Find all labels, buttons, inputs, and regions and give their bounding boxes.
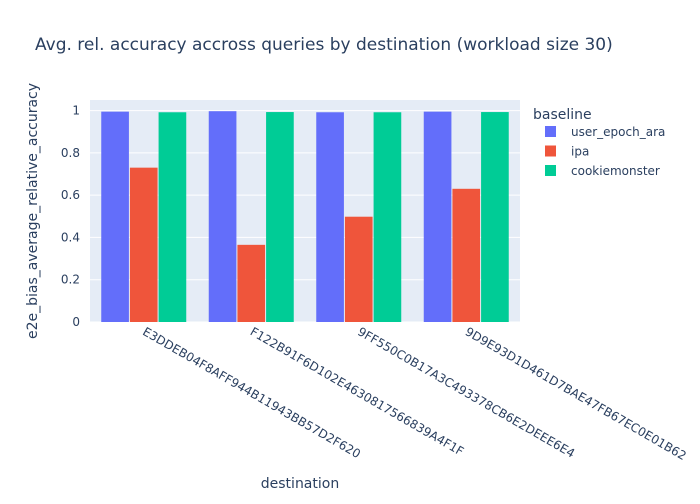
y-axis-ticks: 0 0.2 0.4 0.6 0.8 1 [61,104,80,329]
x-tick-label: E3DDEB04F8AFF944B11943BB57D2F620 [140,324,363,461]
legend-label: user_epoch_ara [571,125,665,139]
x-tick-label: 9D9E93D1D461D7BAE47FB67EC0E01B62 [463,324,689,463]
y-tick-label: 0.8 [61,146,80,160]
legend-item-ipa[interactable]: ipa [545,145,589,159]
y-tick-label: 0.6 [61,188,80,202]
bar-user_epoch_ara-1 [101,111,129,322]
legend-label: ipa [571,145,589,159]
chart-title: Avg. rel. accuracy accross queries by de… [35,35,613,55]
legend-label: cookiemonster [571,164,660,178]
legend-swatch [545,165,556,176]
y-tick-label: 0 [72,315,80,329]
bar-ipa-4 [452,188,481,322]
x-axis-ticks: E3DDEB04F8AFF944B11943BB57D2F620F122B91F… [140,324,689,463]
bar-ipa-1 [129,167,158,322]
legend-swatch [545,145,556,157]
x-tick-label: F122B91F6D102E4630817566839A4F1F [248,324,466,458]
bar-ipa-3 [344,216,373,322]
bar-cookiemonster-1 [158,112,187,323]
bar-cookiemonster-3 [373,112,402,323]
y-tick-label: 0.4 [61,230,80,244]
legend-title: baseline [533,107,592,123]
bar-cookiemonster-2 [266,112,294,323]
bars [101,111,509,323]
bar-ipa-2 [237,244,266,322]
legend-item-user_epoch_ara[interactable]: user_epoch_ara [545,125,665,139]
y-axis-title: e2e_bias_average_relative_accuracy [25,83,41,339]
bar-cookiemonster-4 [481,112,509,323]
legend-swatch [545,126,556,137]
bar-user_epoch_ara-4 [423,111,452,322]
y-tick-label: 1 [72,104,80,118]
legend-item-cookiemonster[interactable]: cookiemonster [545,164,660,178]
x-axis-title: destination [261,476,339,492]
x-tick-label: 9FF550C0B17A3C493378CB6E2DEEE6E4 [355,324,577,460]
bar-user_epoch_ara-3 [316,112,344,323]
y-tick-label: 0.2 [61,273,80,287]
bar-user_epoch_ara-2 [208,111,237,322]
